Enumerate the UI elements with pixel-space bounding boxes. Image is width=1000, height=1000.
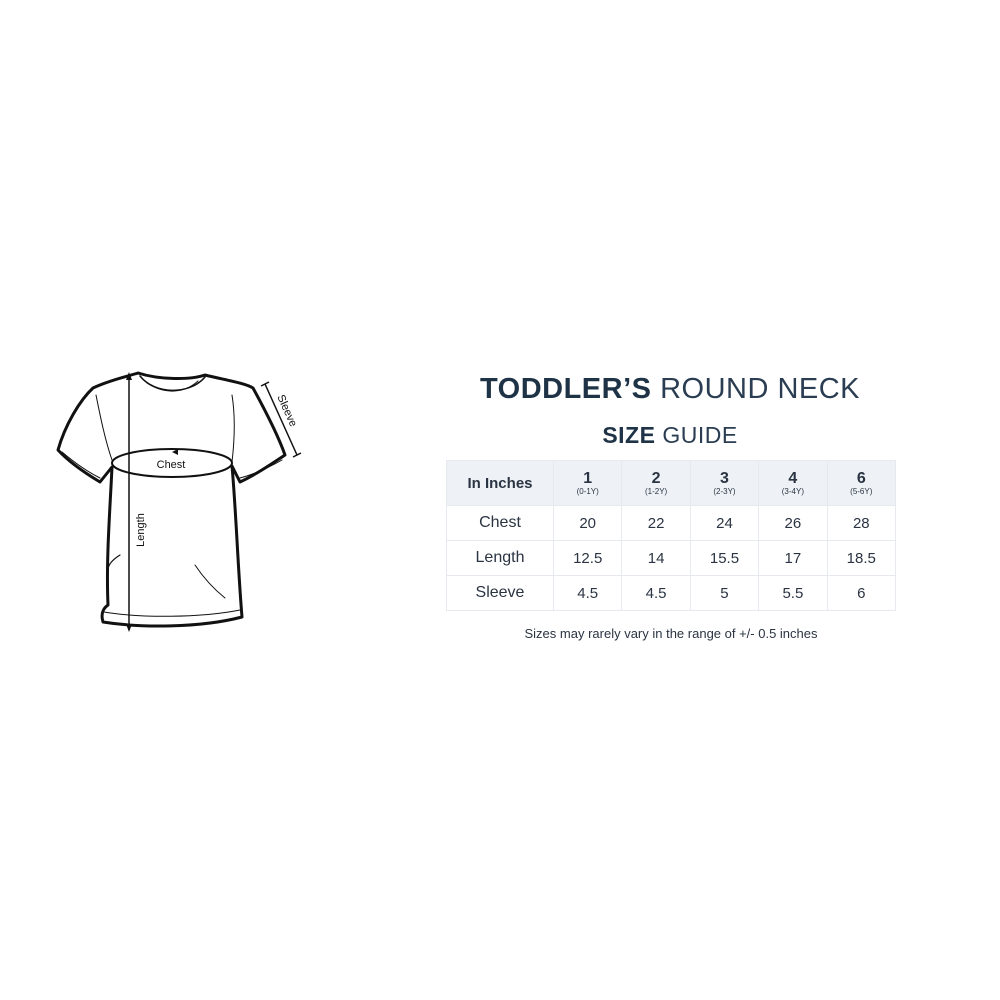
table-cell: 24	[689, 505, 760, 541]
chest-label: Chest	[157, 459, 186, 471]
size-number: 3	[720, 469, 729, 487]
table-row: Length 12.5 14 15.5 17 18.5	[446, 540, 897, 576]
table-cell: 14	[621, 540, 691, 576]
size-header: 1 (0-1Y)	[552, 460, 623, 506]
size-number: 2	[651, 469, 661, 487]
table-cell: 18.5	[826, 540, 897, 576]
corner-header: In Inches	[446, 460, 554, 506]
row-label: Sleeve	[446, 575, 554, 611]
size-variance-note: Sizes may rarely vary in the range of +/…	[524, 626, 818, 641]
length-arrow-down-icon	[126, 624, 132, 632]
size-number: 1	[583, 469, 593, 487]
subtitle-light: GUIDE	[662, 422, 738, 448]
table-cell: 5.5	[758, 575, 828, 611]
shirt-outline	[56, 371, 287, 628]
title-light: ROUND NECK	[660, 373, 861, 405]
table-cell: 20	[552, 505, 623, 541]
size-age: (1-2Y)	[644, 486, 668, 496]
size-number: 4	[788, 469, 798, 487]
table-cell: 26	[758, 505, 828, 541]
table-cell: 4.5	[621, 575, 691, 611]
table-cell: 15.5	[689, 540, 760, 576]
table-row: Sleeve 4.5 4.5 5 5.5 6	[446, 575, 897, 611]
size-age: (5-6Y)	[850, 486, 873, 496]
table-cell: 17	[758, 540, 828, 576]
table-cell: 28	[826, 505, 897, 541]
tshirt-diagram: Chest Length Sleeve	[56, 371, 302, 632]
size-header: 4 (3-4Y)	[758, 460, 828, 506]
size-age: (3-4Y)	[781, 486, 804, 496]
chest-arrow-icon	[172, 449, 178, 455]
table-cell: 6	[826, 575, 897, 611]
length-label: Length	[135, 513, 147, 547]
size-age: (0-1Y)	[576, 486, 599, 496]
size-age: (2-3Y)	[713, 486, 736, 496]
table-cell: 22	[621, 505, 691, 541]
chest-measure-ellipse	[111, 448, 233, 478]
table-header-row: In Inches 1 (0-1Y) 2 (1-2Y) 3 (2-3Y) 4 (3-4Y…	[446, 460, 897, 506]
size-header: 6 (5-6Y)	[826, 460, 897, 506]
page-title: TODDLER’S ROUND NECK	[420, 373, 920, 406]
size-number: 6	[856, 469, 866, 487]
length-arrow-up-icon	[126, 372, 132, 380]
size-table: In Inches 1 (0-1Y) 2 (1-2Y) 3 (2-3Y) 4 (3-4Y…	[446, 460, 897, 611]
table-cell: 4.5	[552, 575, 623, 611]
subtitle-bold: SIZE	[602, 422, 656, 448]
page-subtitle: SIZE GUIDE	[420, 422, 920, 449]
sleeve-measure-line	[264, 383, 298, 456]
title-bold: TODDLER’S	[479, 373, 652, 405]
sleeve-label: Sleeve	[274, 393, 299, 429]
table-row: Chest 20 22 24 26 28	[446, 505, 897, 541]
table-cell: 5	[689, 575, 760, 611]
row-label: Length	[446, 540, 554, 576]
table-cell: 12.5	[552, 540, 623, 576]
size-header: 2 (1-2Y)	[621, 460, 691, 506]
size-header: 3 (2-3Y)	[689, 460, 760, 506]
row-label: Chest	[446, 505, 554, 541]
